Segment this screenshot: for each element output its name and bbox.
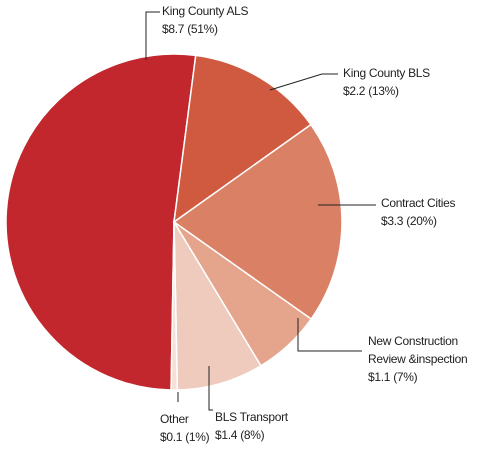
value-label: $0.1 (1%) [160,430,210,444]
value-label: $3.3 (20%) [381,214,437,228]
category-name: New Construction Review &inspection [368,334,468,366]
pie-slice [173,219,262,391]
pie-slice [5,53,197,391]
pie-slice [170,221,179,391]
category-name: Other [160,412,189,426]
value-label: $1.1 (7%) [368,370,418,384]
leader-line [297,318,362,352]
pie-slice [172,123,343,321]
category-name: BLS Transport [215,410,288,424]
slice-label: Other $0.1 (1%) [160,410,220,446]
pie-slice [173,54,312,224]
value-label: $8.7 (51%) [162,22,218,36]
slice-label: New Construction Review &inspection $1.1 … [368,332,478,386]
value-label: $1.4 (8%) [215,428,265,442]
category-name: King County BLS [343,66,430,80]
leader-line [208,366,213,411]
leader-line [269,73,338,91]
category-name: King County ALS [162,4,249,18]
leader-line [145,11,160,60]
slice-label: King County BLS $2.2 (13%) [343,64,473,100]
slice-label: BLS Transport $1.4 (8%) [215,408,325,444]
category-name: Contract Cities [381,196,456,210]
slice-label: Contract Cities $3.3 (20%) [381,194,476,230]
slice-label: King County ALS $8.7 (51%) [162,2,302,38]
value-label: $2.2 (13%) [343,84,399,98]
